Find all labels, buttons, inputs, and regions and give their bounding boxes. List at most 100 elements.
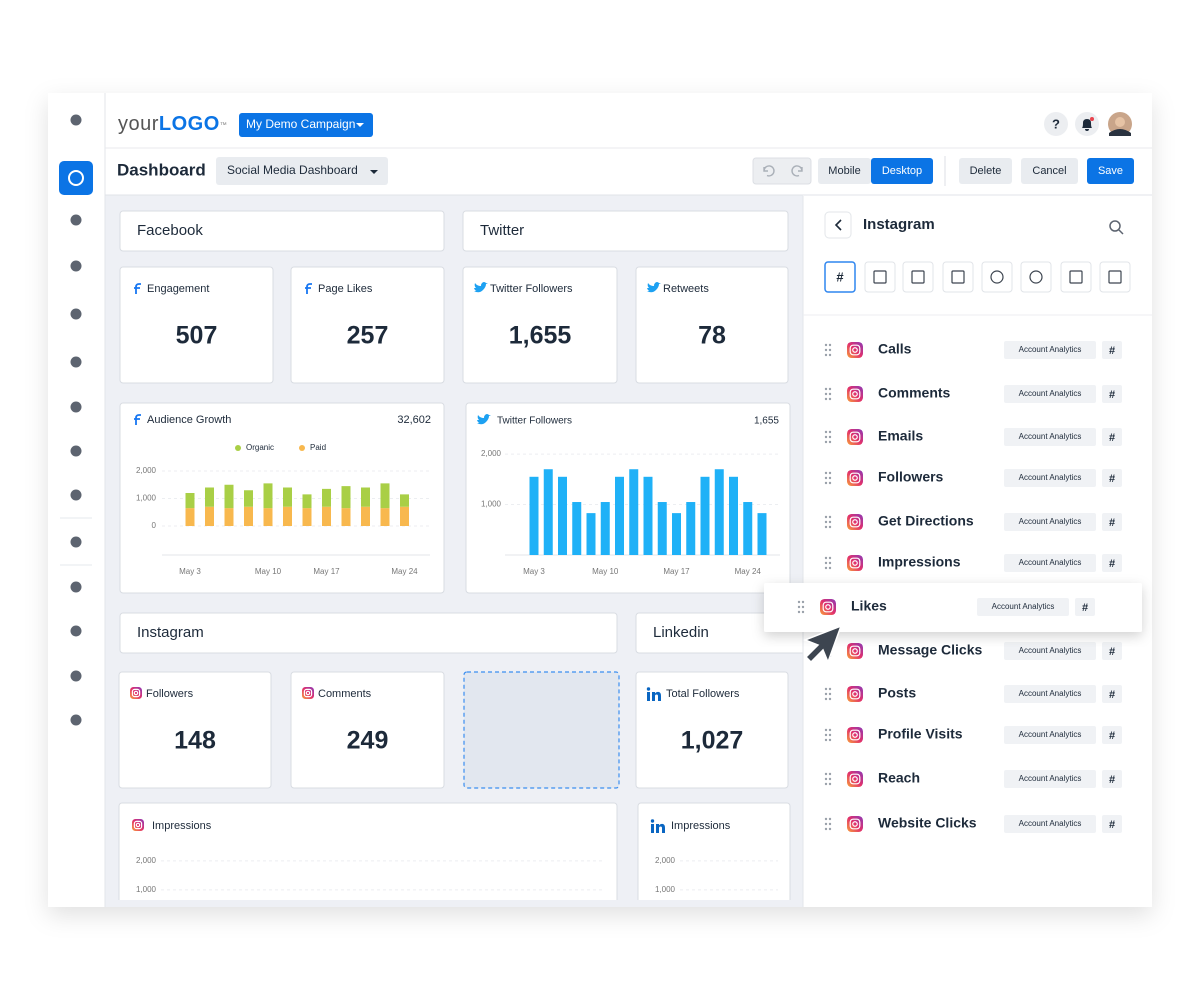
campaign-button[interactable] — [239, 113, 373, 137]
twitter-icon — [647, 282, 661, 293]
metric-name: Website Clicks — [878, 815, 977, 831]
bar-segment — [283, 506, 292, 526]
x-tick-label: May 24 — [735, 567, 762, 576]
widget-type-icon — [951, 270, 965, 284]
widget-type[interactable] — [864, 261, 896, 293]
drag-handle — [824, 566, 828, 570]
dragging-item[interactable]: Likes Account Analytics # — [764, 583, 1142, 632]
widget-type[interactable] — [902, 261, 934, 293]
metric-item[interactable]: Reach Account Analytics # — [824, 770, 1122, 788]
y-tick-label: 0 — [152, 521, 157, 530]
drag-handle — [828, 556, 832, 560]
metric-card — [635, 671, 789, 789]
nav-icon — [70, 625, 82, 637]
kind-label: # — [1109, 689, 1115, 701]
bar — [558, 476, 567, 555]
metric-item[interactable]: Followers Account Analytics # — [824, 469, 1122, 487]
mobile-button[interactable] — [818, 158, 871, 184]
nav-active[interactable] — [59, 161, 93, 195]
search-icon[interactable] — [1109, 220, 1121, 232]
redo-icon — [791, 165, 803, 177]
drag-handle — [828, 397, 832, 401]
metric-item[interactable]: Posts Account Analytics # — [824, 685, 1122, 703]
drag-handle — [824, 561, 828, 565]
metric-item[interactable]: Comments Account Analytics # — [824, 385, 1122, 403]
bar — [600, 502, 610, 555]
desktop-button[interactable] — [871, 158, 933, 184]
linkedin-icon — [651, 824, 654, 833]
drag-handle — [828, 772, 832, 776]
drag-handle — [828, 777, 832, 781]
tag — [1004, 554, 1096, 572]
instagram-icon-ring — [849, 388, 861, 400]
nav-icon — [70, 581, 82, 593]
drag-handle — [824, 556, 828, 560]
undo-redo[interactable] — [752, 157, 812, 185]
tag — [1004, 428, 1096, 446]
kind-tag — [1102, 513, 1122, 531]
widget-type[interactable] — [1020, 261, 1052, 293]
bar-segment — [185, 508, 195, 526]
x-tick-label: May 3 — [179, 567, 201, 576]
back-button[interactable] — [824, 211, 852, 239]
drag-handle — [828, 353, 832, 357]
x-tick-label: May 17 — [313, 567, 340, 576]
kind-label: # — [1109, 730, 1115, 742]
help-button[interactable] — [1044, 112, 1068, 136]
metric-item[interactable]: Emails Account Analytics # — [824, 428, 1122, 446]
instagram-icon-ring — [849, 688, 861, 700]
drag-handle — [824, 520, 828, 524]
widget-type[interactable] — [1099, 261, 1131, 293]
tag-label: Account Analytics — [1019, 345, 1082, 354]
bar — [757, 513, 767, 555]
tag-label: Account Analytics — [1019, 646, 1082, 655]
instagram-icon-ring — [849, 472, 861, 484]
metric-name: Followers — [878, 469, 944, 485]
widget-type[interactable] — [824, 261, 856, 293]
tag-label: Account Analytics — [1019, 389, 1082, 398]
kind-label: # — [1109, 517, 1115, 529]
bar-segment — [361, 487, 370, 507]
drag-handle — [824, 697, 828, 701]
save-button[interactable] — [1087, 158, 1134, 184]
bar — [714, 469, 724, 555]
panel-title: Instagram — [863, 216, 935, 233]
kind-label: # — [1109, 646, 1115, 658]
tag-label: Account Analytics — [1019, 774, 1082, 783]
widget-type[interactable] — [1060, 261, 1092, 293]
metric-item[interactable]: Get Directions Account Analytics # — [824, 513, 1122, 531]
metric-item[interactable]: Profile Visits Account Analytics # — [824, 726, 1122, 744]
drag-handle — [824, 772, 828, 776]
cancel-button[interactable] — [1021, 158, 1078, 184]
metric-item[interactable]: Impressions Account Analytics # — [824, 554, 1122, 572]
tag-label: Account Analytics — [1019, 517, 1082, 526]
metric-item[interactable]: Calls Account Analytics # — [824, 341, 1122, 359]
instagram-icon-ring — [131, 688, 141, 698]
instagram-icon — [847, 686, 863, 702]
dashboard-select[interactable] — [216, 157, 388, 185]
kind-tag — [1102, 385, 1122, 403]
metric-item[interactable]: Message Clicks Account Analytics # — [824, 642, 1122, 660]
section-header — [462, 210, 789, 252]
drag-handle — [828, 728, 832, 732]
instagram-icon — [847, 386, 863, 402]
metric-label: Comments — [318, 688, 372, 700]
widget-type-icon — [1069, 270, 1083, 284]
metric-name: Posts — [878, 685, 916, 701]
metric-item[interactable]: Website Clicks Account Analytics # — [824, 815, 1122, 833]
bar-segment — [185, 493, 195, 509]
drag-handle — [824, 397, 828, 401]
drag-handle — [824, 353, 828, 357]
drag-handle — [828, 440, 832, 444]
delete-label: Delete — [970, 165, 1002, 177]
widget-type[interactable] — [942, 261, 974, 293]
section-title: Instagram — [137, 624, 204, 641]
bar — [700, 476, 710, 555]
drag-handle — [828, 738, 832, 742]
chart-title: Impressions — [671, 820, 731, 832]
kind-tag — [1075, 598, 1095, 616]
metric-value: 148 — [174, 727, 216, 755]
delete-button[interactable] — [959, 158, 1012, 184]
widget-type[interactable] — [981, 261, 1013, 293]
metric-name: Profile Visits — [878, 726, 963, 742]
